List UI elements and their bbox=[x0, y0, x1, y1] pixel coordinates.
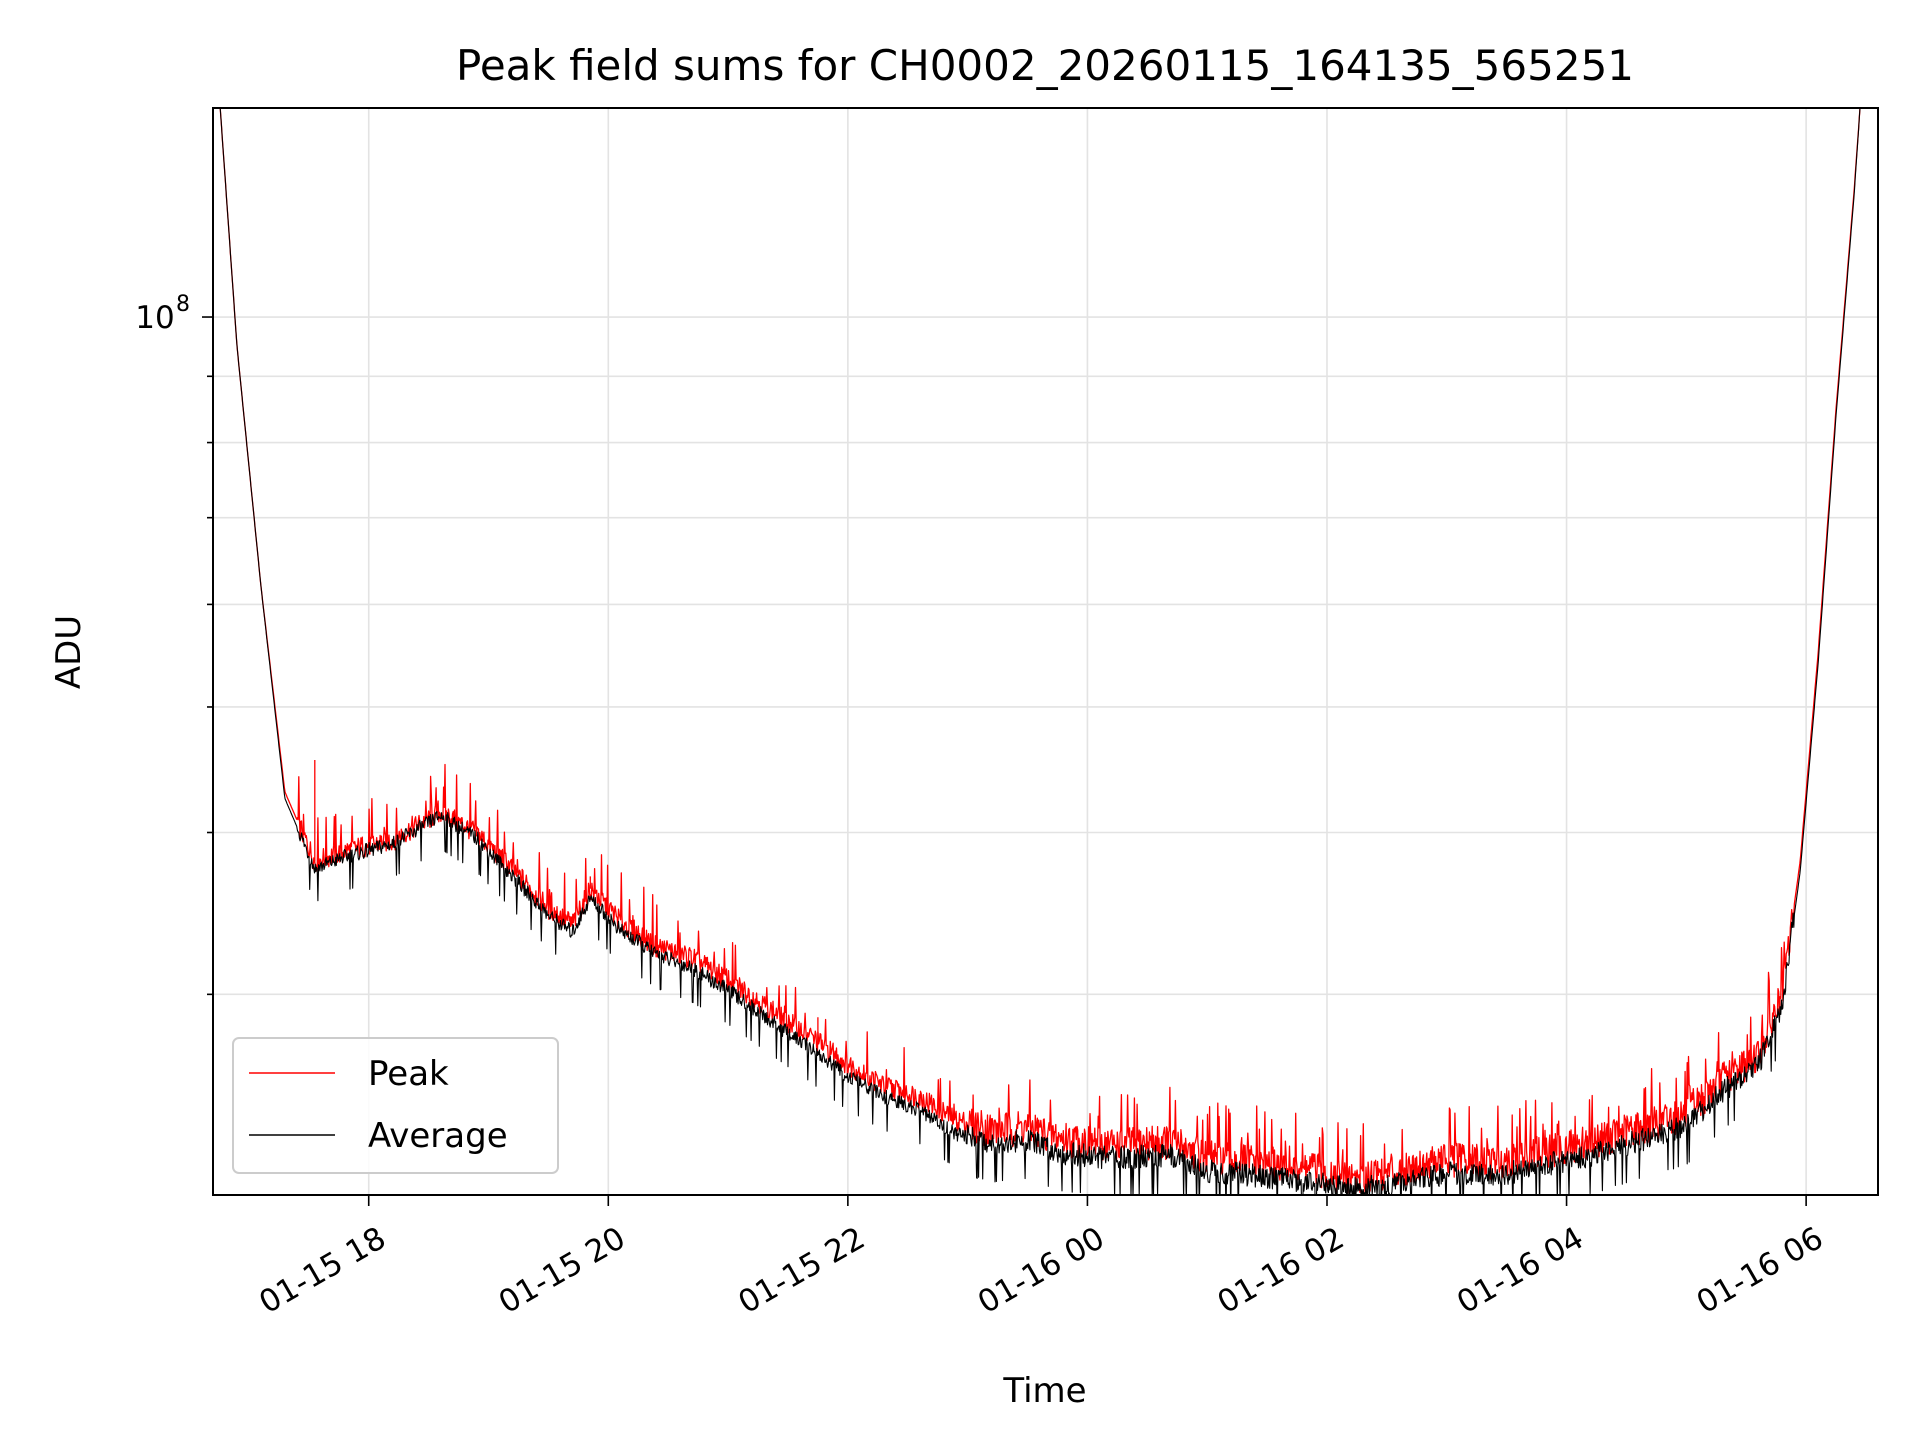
y-tick-label-exponent: 8 bbox=[176, 292, 190, 317]
series-line-peak bbox=[219, 108, 1861, 1194]
legend-peak-label: Peak bbox=[368, 1054, 449, 1094]
x-axis-label: Time bbox=[1002, 1371, 1086, 1411]
series-line-average bbox=[219, 108, 1861, 1195]
peak-spikes bbox=[314, 760, 819, 1042]
series-layer bbox=[219, 108, 1861, 1195]
legend-average-label: Average bbox=[368, 1116, 508, 1156]
grid bbox=[213, 108, 1878, 1195]
y-tick-label-base: 10 bbox=[135, 300, 174, 336]
plot-frame bbox=[212, 107, 1879, 1196]
legend-box bbox=[232, 1037, 559, 1174]
y-axis: 10 8 bbox=[135, 292, 213, 996]
chart-title: Peak field sums for CH0002_20260115_1641… bbox=[456, 41, 1634, 90]
legend: Peak Average bbox=[232, 1037, 559, 1174]
y-axis-label: ADU bbox=[49, 615, 89, 689]
